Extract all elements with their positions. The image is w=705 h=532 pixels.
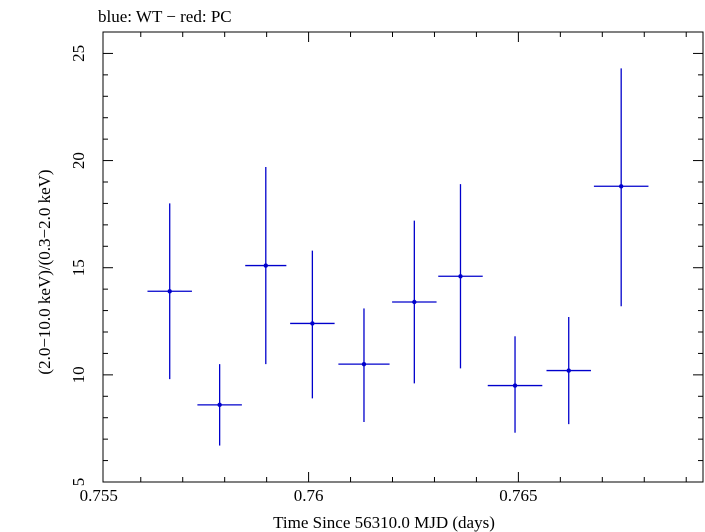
chart-title: blue: WT − red: PC xyxy=(98,7,232,26)
y-tick-label: 25 xyxy=(69,45,88,62)
x-tick-label: 0.76 xyxy=(294,486,324,505)
y-tick-label: 20 xyxy=(69,152,88,169)
data-point xyxy=(338,308,390,422)
point-marker xyxy=(361,361,367,367)
x-axis-label: Time Since 56310.0 MJD (days) xyxy=(273,513,495,532)
point-marker xyxy=(217,402,222,408)
point-marker xyxy=(412,299,417,305)
x-tick-label: 0.755 xyxy=(80,486,118,505)
data-point xyxy=(290,250,335,399)
y-axis-label: (2.0−10.0 keV)/(0.3−2.0 keV) xyxy=(35,169,54,374)
point-marker xyxy=(458,274,463,279)
data-point xyxy=(438,184,483,369)
data-point xyxy=(392,220,437,384)
y-tick-label: 10 xyxy=(69,366,88,383)
data-point xyxy=(147,203,192,380)
data-point xyxy=(197,364,242,446)
point-marker xyxy=(167,289,172,294)
data-point xyxy=(546,317,591,425)
point-marker xyxy=(263,263,268,268)
data-point xyxy=(593,68,649,307)
point-marker xyxy=(566,368,571,373)
data-point xyxy=(487,336,543,433)
point-marker xyxy=(512,383,518,388)
y-tick-label: 5 xyxy=(69,478,88,487)
point-marker xyxy=(618,184,624,189)
data-point xyxy=(245,167,287,365)
y-tick-label: 15 xyxy=(69,259,88,276)
plot-frame xyxy=(102,31,704,483)
point-marker xyxy=(310,321,315,326)
x-tick-label: 0.765 xyxy=(499,486,537,505)
